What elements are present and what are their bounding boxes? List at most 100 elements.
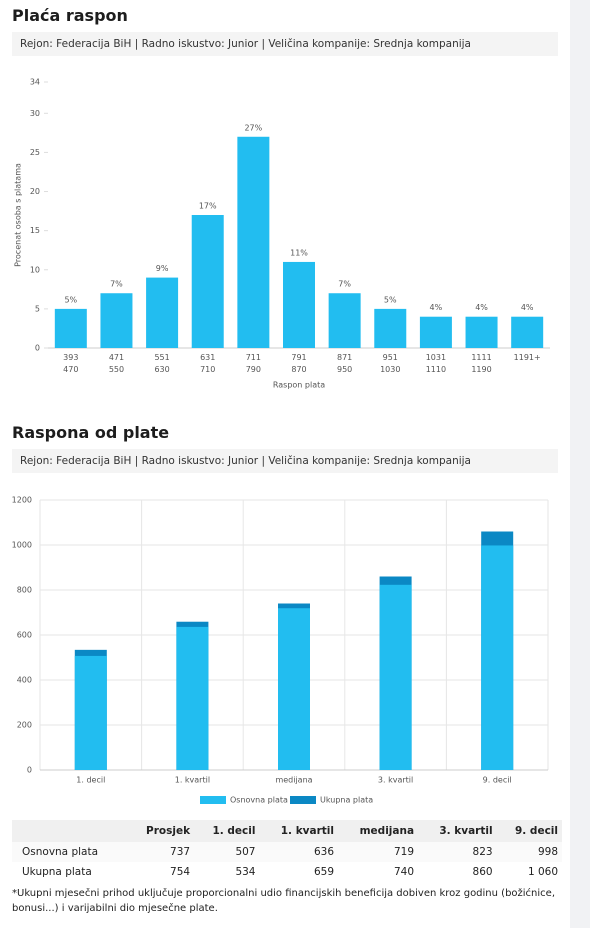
value-label: 9% [156, 264, 169, 273]
bar [511, 316, 544, 348]
x-tick-label: 791 870 [291, 353, 307, 374]
cell: 754 [170, 866, 191, 878]
legend-swatch [290, 796, 316, 804]
value-label: 11% [290, 248, 308, 257]
x-tick-label: 551 630 [154, 353, 170, 374]
y-tick-label: 1000 [12, 541, 32, 550]
chart: 0 5 10 15 20 25 30 34 5% 7% 9% 17% 27% 11% 7% 5% 4% 4% 4% R… [0, 70, 570, 400]
x-tick-label: 9. decil [483, 776, 512, 785]
section-title: Plaća raspon [12, 6, 128, 25]
chart-svg: 0 5 10 15 20 25 30 34 5% 7% 9% 17% 27% 11% 7% 5% 4% 4% 4% R… [14, 78, 550, 390]
table-row: Osnovna plata 737 507 636 719 823 998 [12, 842, 562, 862]
x-tick-label: 871 950 [336, 353, 353, 374]
y-tick-label: 25 [30, 148, 40, 157]
cell: 507 [194, 842, 260, 862]
value-label: 7% [110, 280, 123, 289]
value-label: 4% [430, 303, 443, 312]
legend-swatch [200, 796, 226, 804]
filter-bar: Rejon: Federacija BiH | Radno iskustvo: … [12, 449, 558, 473]
bar [481, 545, 514, 770]
cell: 636 [259, 842, 339, 862]
y-axis-label: Procenat osoba s platama [14, 163, 23, 267]
x-tick-label: 1. decil [76, 776, 105, 785]
x-tick-label: 631 710 [200, 353, 216, 374]
y-tick-label: 15 [30, 226, 40, 235]
y-tick-label: 30 [30, 109, 40, 118]
header-cell: medijana [338, 820, 419, 842]
y-tick-label: 5 [35, 304, 40, 313]
cell: 823 [418, 842, 497, 862]
header-cell [12, 820, 128, 842]
value-label: 5% [384, 295, 397, 304]
chart: 0 200 400 600 800 1000 1200 1. decil 1. kvartil m… [0, 490, 570, 815]
bar [283, 261, 315, 348]
footnote: *Ukupni mjesečni prihod uključuje propor… [12, 888, 556, 914]
x-tick-label: 1. kvartil [175, 776, 210, 785]
bar [100, 293, 133, 348]
x-tick-label: 3. kvartil [378, 776, 413, 785]
y-tick-label: 34 [30, 78, 40, 87]
x-tick-label: 711 790 [245, 353, 261, 374]
header-cell: Prosjek [127, 820, 195, 842]
cell: 998 [496, 842, 562, 862]
cell: 737 [127, 842, 195, 862]
value-label: 4% [521, 303, 534, 312]
y-tick-label: 800 [17, 586, 32, 595]
x-tick-label: 1191+ [513, 353, 541, 362]
y-tick-label: 0 [27, 766, 32, 775]
x-tick-label: 1031 1110 [425, 353, 447, 374]
cell: 740 [394, 866, 415, 878]
row-label: Osnovna plata [12, 842, 128, 862]
bar [54, 308, 87, 348]
filter-bar: Rejon: Federacija BiH | Radno iskustvo: … [12, 32, 558, 56]
bar [237, 136, 270, 348]
y-tick-label: 200 [17, 721, 32, 730]
value-label: 5% [64, 295, 77, 304]
x-tick-label: medijana [275, 776, 312, 785]
bar [176, 626, 209, 770]
x-tick-label: 393 470 [63, 353, 79, 374]
cell: 534 [235, 866, 256, 878]
cell: 1 060 [527, 866, 558, 878]
table-header: Prosjek 1. decil 1. kvartil medijana 3. kvar… [12, 820, 562, 842]
chart-svg: 0 200 400 600 800 1000 1200 1. decil 1. kvartil m… [12, 496, 549, 805]
cell: 659 [313, 866, 335, 878]
legend-label: Ukupna plata [320, 796, 373, 805]
x-tick-label: 1111 1190 [471, 353, 492, 374]
value-label: 17% [199, 202, 217, 211]
y-tick-label: 20 [30, 187, 40, 196]
header-cell: 9. decil [496, 820, 562, 842]
value-label: 27% [244, 123, 262, 132]
y-tick-label: 600 [17, 631, 32, 640]
summary-table: Prosjek 1. decil 1. kvartil medijana 3. kvar… [12, 820, 562, 882]
y-tick-label: 10 [30, 265, 40, 274]
bar [74, 655, 107, 770]
header-cell: 1. decil [194, 820, 260, 842]
bar [278, 608, 310, 770]
y-tick-label: 1200 [12, 496, 32, 505]
x-tick-label: 471 550 [108, 353, 125, 374]
bar [379, 584, 412, 770]
row-label: Ukupna plata [22, 866, 92, 878]
header-cell: 3. kvartil [418, 820, 497, 842]
section-title: Raspona od plate [12, 423, 170, 442]
y-tick-label: 400 [17, 676, 32, 685]
y-tick-label: 0 [35, 344, 40, 353]
x-tick-label: 951 1030 [380, 353, 401, 374]
bar [328, 293, 361, 348]
cell: 860 [472, 866, 493, 878]
bar [465, 316, 498, 348]
x-axis-label: Raspon plata [273, 381, 325, 390]
bar [146, 277, 179, 348]
cell: 719 [338, 842, 419, 862]
bar [419, 316, 452, 348]
value-label: 7% [338, 280, 351, 289]
value-label: 4% [475, 303, 488, 312]
header-cell: 1. kvartil [259, 820, 339, 842]
table-row: Ukupna plata 754 534 659 740 860 1 060 [12, 862, 562, 882]
side-strip [570, 0, 590, 928]
bar [374, 308, 407, 348]
bar [191, 215, 224, 348]
legend-label: Osnovna plata [230, 796, 288, 805]
